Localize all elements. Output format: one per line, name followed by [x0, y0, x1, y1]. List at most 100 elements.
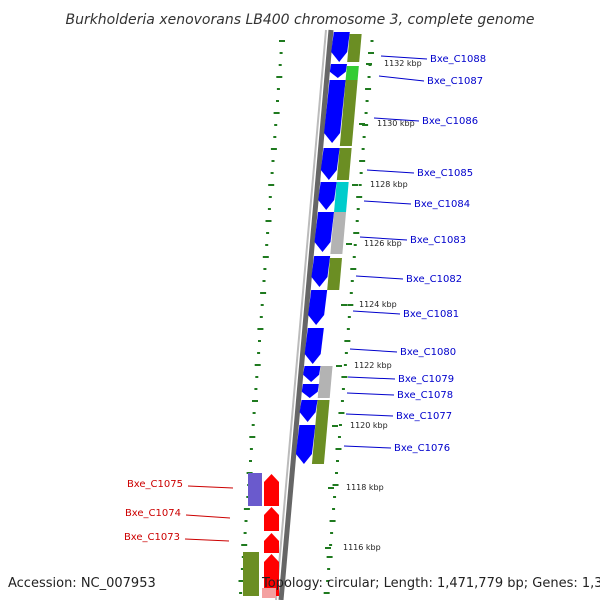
forward-gene-label[interactable]: Bxe_C1086: [422, 116, 478, 127]
reverse-gene-label[interactable]: Bxe_C1073: [124, 532, 180, 543]
gc-tick: [279, 52, 283, 54]
ruler-label: 1120 kbp: [350, 421, 388, 430]
forward-gene-label[interactable]: Bxe_C1076: [394, 443, 450, 454]
gc-tick: [243, 532, 247, 534]
gc-tick: [368, 52, 375, 54]
forward-gene-label[interactable]: Bxe_C1080: [400, 347, 456, 358]
forward-gene-arrow: [303, 366, 321, 382]
forward-gene-arrow: [304, 328, 324, 364]
cog-bar: [248, 473, 262, 506]
gc-tick: [335, 448, 342, 450]
gc-tick: [341, 376, 348, 378]
gc-tick: [271, 160, 275, 162]
gc-tick: [365, 88, 372, 90]
gc-tick: [338, 412, 345, 414]
cog-bar: [311, 400, 330, 464]
gc-tick: [266, 232, 270, 234]
gc-tick: [356, 208, 360, 210]
gc-tick: [265, 244, 269, 246]
forward-gene-arrow: [320, 148, 340, 180]
gc-tick: [362, 136, 366, 138]
gene-leader-line: [343, 445, 392, 449]
forward-gene-label[interactable]: Bxe_C1081: [403, 309, 459, 320]
gc-tick: [352, 256, 356, 258]
backbone-light: [275, 29, 327, 600]
forward-gene-arrow: [311, 256, 331, 287]
gc-tick: [254, 364, 261, 366]
gc-tick: [244, 520, 248, 522]
forward-gene-label[interactable]: Bxe_C1082: [406, 274, 462, 285]
forward-gene-arrow: [295, 425, 316, 464]
forward-gene-label[interactable]: Bxe_C1083: [410, 235, 466, 246]
cog-bar: [345, 66, 359, 80]
reverse-gene-label[interactable]: Bxe_C1074: [125, 508, 181, 519]
gc-tick: [344, 352, 348, 354]
forward-gene-label[interactable]: Bxe_C1079: [398, 374, 454, 385]
ruler-tick: [332, 425, 338, 427]
forward-gene-label[interactable]: Bxe_C1078: [397, 390, 453, 401]
forward-gene-label[interactable]: Bxe_C1088: [430, 54, 486, 65]
accession-label: Accession: NC_007953: [8, 576, 156, 591]
gc-tick: [347, 316, 351, 318]
forward-gene-arrow: [329, 64, 348, 78]
gene-leader-line: [187, 485, 234, 489]
gc-tick: [344, 340, 351, 342]
gc-tick: [329, 520, 336, 522]
gc-tick: [274, 124, 278, 126]
gc-tick: [278, 64, 282, 66]
ruler-tick: [325, 547, 331, 549]
gc-tick: [238, 580, 245, 582]
ruler-label: 1124 kbp: [359, 300, 397, 309]
forward-gene-label[interactable]: Bxe_C1077: [396, 411, 452, 422]
gc-tick: [241, 544, 248, 546]
cog-bar: [330, 212, 347, 254]
reverse-gene-arrow: [264, 474, 279, 506]
gc-tick: [347, 304, 354, 306]
gc-tick: [239, 592, 243, 594]
gc-tick: [367, 76, 371, 78]
gc-tick: [262, 280, 266, 282]
gc-tick: [249, 460, 252, 462]
gc-tick: [359, 172, 363, 174]
reverse-gene-arrow: [264, 554, 279, 596]
gene-leader-line: [378, 75, 425, 82]
gc-tick: [240, 568, 244, 570]
gc-tick: [326, 580, 330, 582]
ruler-label: 1116 kbp: [343, 543, 381, 552]
gc-tick: [246, 496, 250, 498]
gene-leader-line: [347, 376, 396, 380]
gc-tick: [341, 388, 345, 390]
gc-tick: [365, 100, 369, 102]
gc-content-ticks: [238, 40, 375, 594]
cog-bar: [327, 258, 342, 290]
cog-bar: [317, 366, 333, 398]
forward-gene-arrow: [299, 400, 318, 422]
cog-bar: [336, 148, 352, 180]
ruler-label: 1122 kbp: [354, 361, 392, 370]
forward-gene-label[interactable]: Bxe_C1084: [414, 199, 470, 210]
gc-tick: [255, 376, 259, 378]
gc-tick: [252, 400, 258, 402]
gene-leader-line: [373, 117, 420, 122]
gc-tick: [333, 496, 337, 498]
gene-leader-line: [359, 236, 408, 241]
forward-gene-label[interactable]: Bxe_C1085: [417, 168, 473, 179]
gc-tick: [337, 436, 341, 438]
gc-tick: [356, 196, 363, 198]
gc-tick: [273, 112, 280, 114]
gc-tick: [260, 304, 264, 306]
forward-gene-arrow: [318, 182, 337, 210]
gc-tick: [361, 148, 365, 150]
reverse-gene-arrow: [264, 507, 279, 531]
reverse-gene-label[interactable]: Bxe_C1075: [127, 479, 183, 490]
gc-tick: [370, 40, 374, 42]
gc-tick: [276, 100, 279, 102]
gene-leader-line: [380, 55, 428, 60]
gc-tick: [249, 448, 253, 450]
ruler-label: 1118 kbp: [346, 483, 384, 492]
gc-tick: [346, 328, 350, 330]
map-title: Burkholderia xenovorans LB400 chromosome…: [65, 12, 534, 28]
forward-gene-label[interactable]: Bxe_C1087: [427, 76, 483, 87]
gc-tick: [268, 184, 275, 186]
gc-tick: [330, 532, 334, 534]
